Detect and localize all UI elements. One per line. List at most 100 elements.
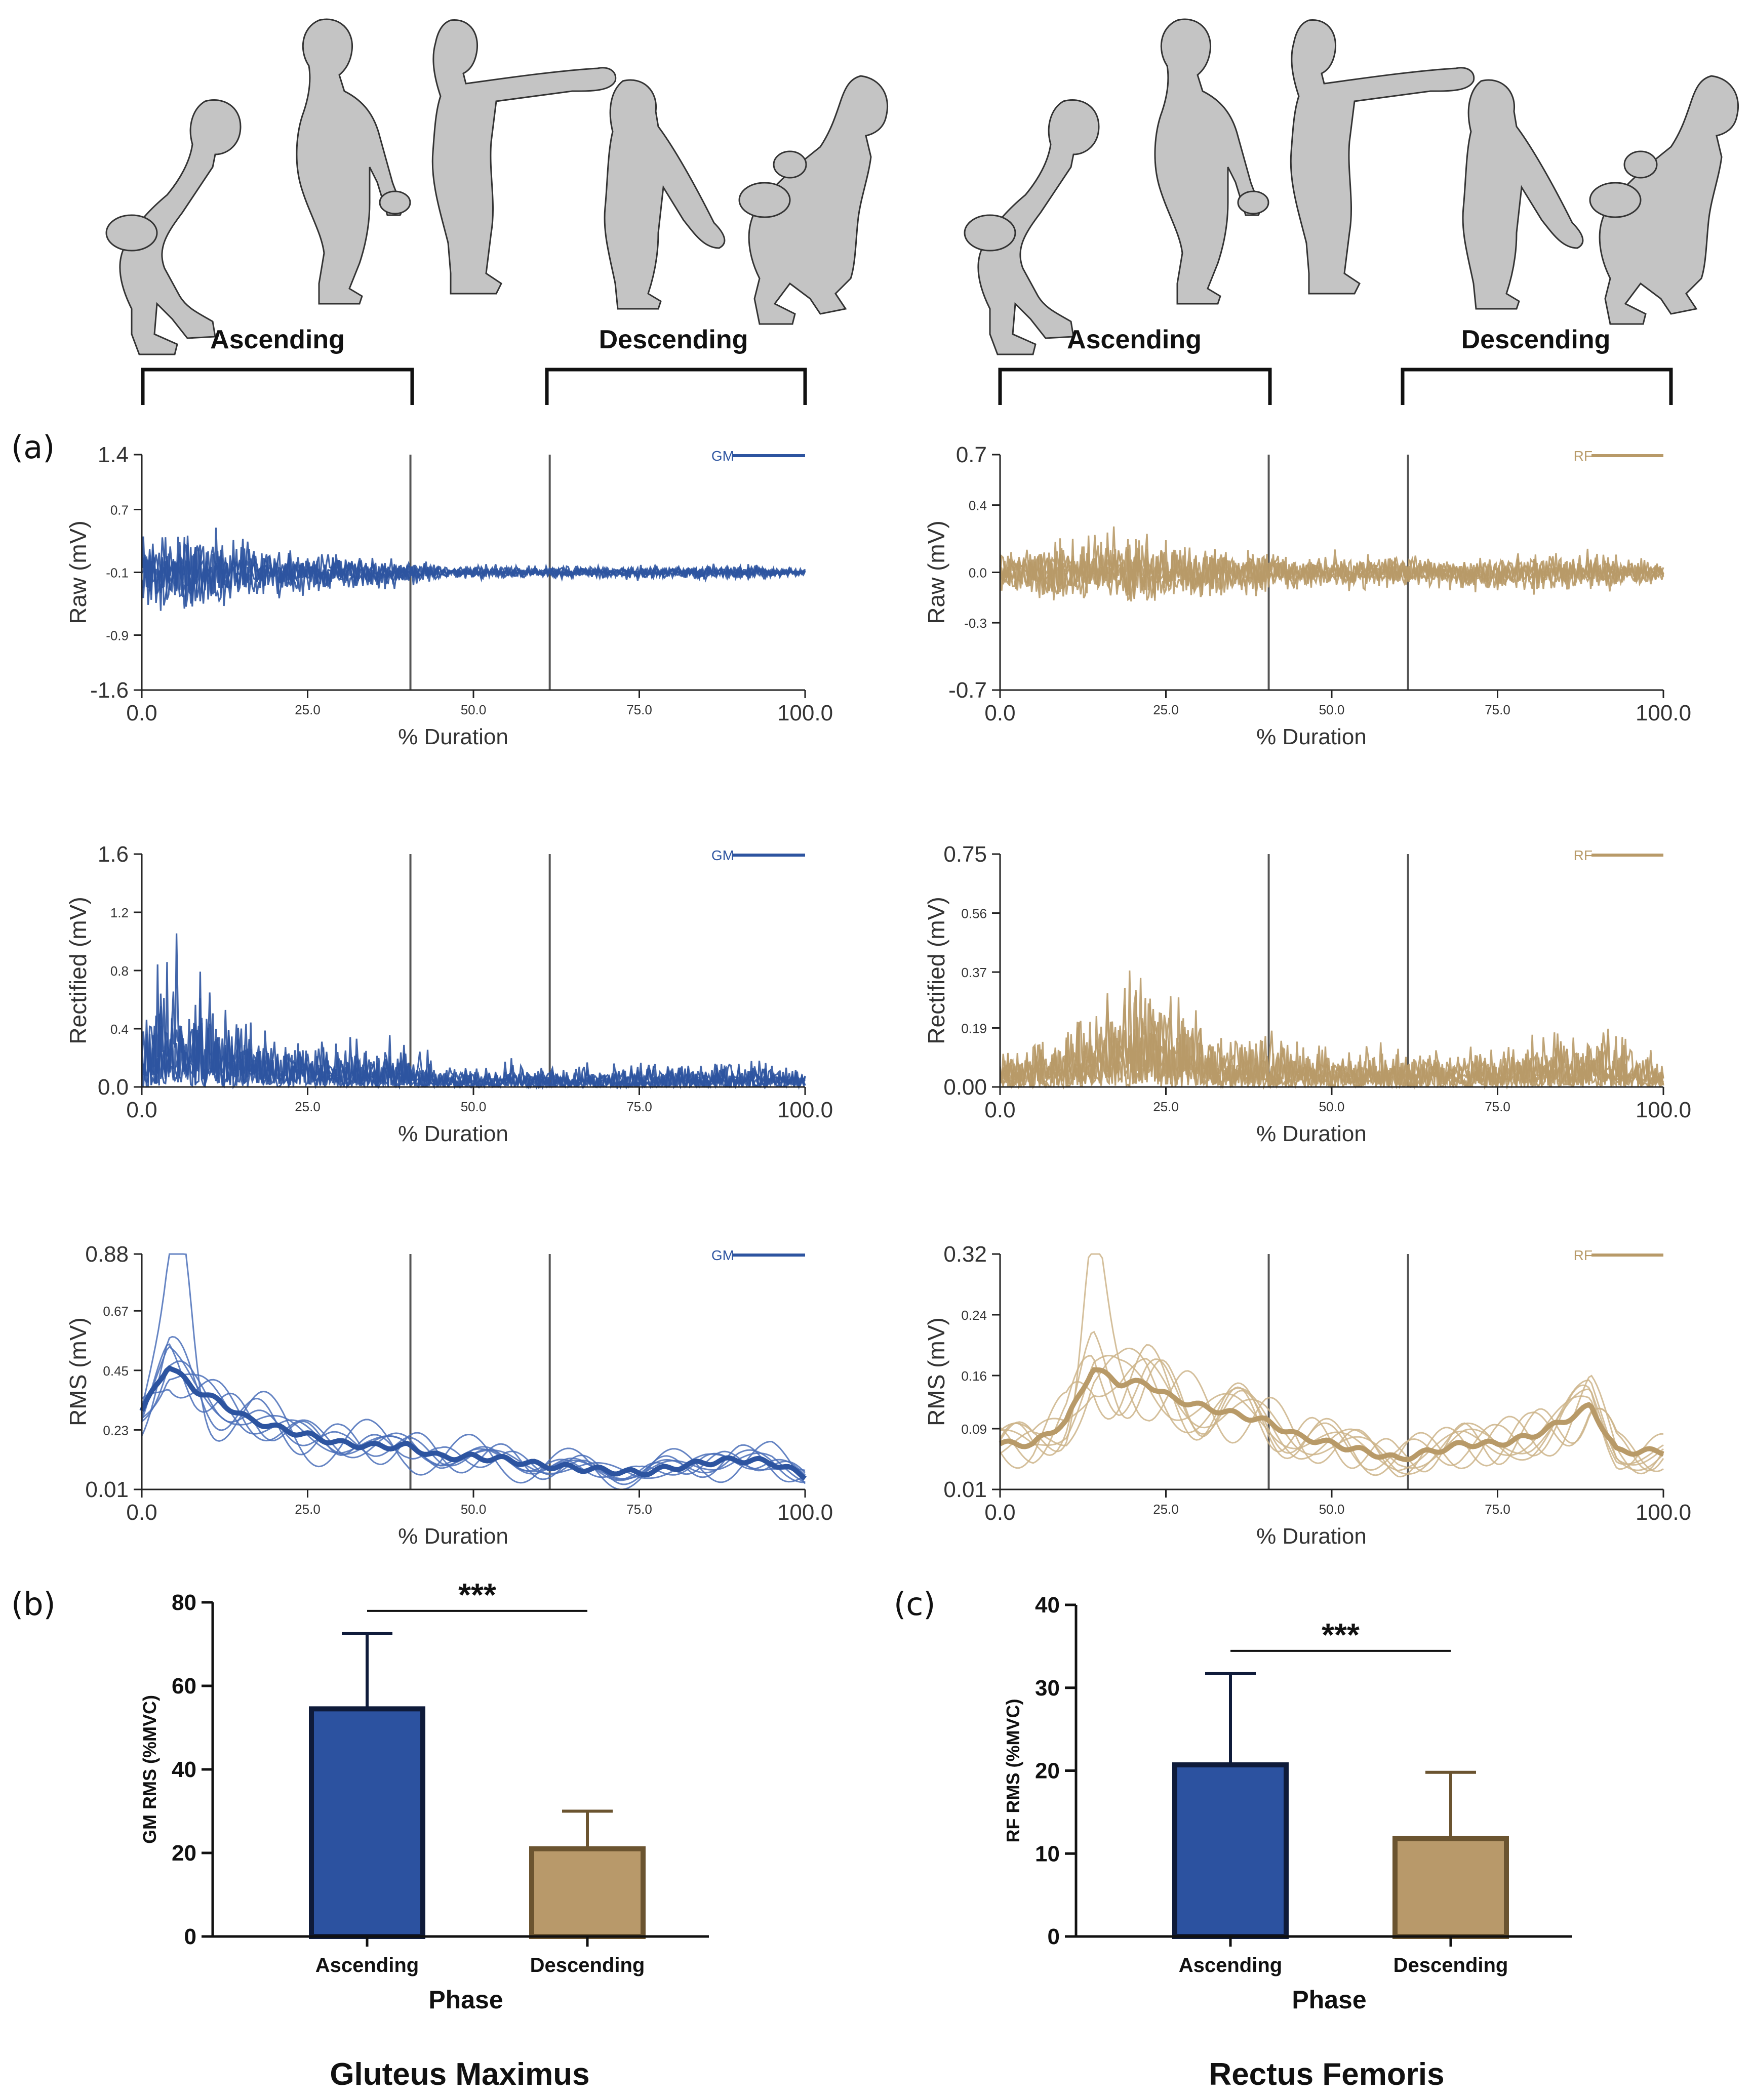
bracket-descending-rf <box>1401 368 1673 405</box>
x-tick-label: 25.0 <box>1153 702 1179 717</box>
y-axis-title: RMS (mV) <box>923 1317 949 1426</box>
silhouette-crouch-gm <box>105 99 242 355</box>
phase-headers: Ascending Descending Ascending Descendin… <box>141 325 1673 405</box>
series-group <box>999 1253 1664 1478</box>
y-tick-label: 0.0 <box>969 566 987 581</box>
y-tick-label: 20 <box>1035 1759 1060 1784</box>
x-tick-label: 25.0 <box>295 1099 321 1114</box>
rms-trial-line <box>999 1344 1664 1476</box>
series-group <box>141 528 806 611</box>
y-tick-label: 0.7 <box>956 442 987 467</box>
y-tick-label: -0.9 <box>106 628 129 643</box>
legend-label: GM <box>711 448 734 464</box>
silhouette-swing-pair-gm <box>431 19 726 310</box>
phase-label-descending-gm: Descending <box>599 325 748 354</box>
x-tick-label: 0.0 <box>984 701 1015 725</box>
legend-label: GM <box>711 847 734 863</box>
x-tick-label: 100.0 <box>1636 701 1691 725</box>
rms-trial-line <box>141 1373 806 1483</box>
x-tick-label: 50.0 <box>461 1502 487 1517</box>
chart-gm-bar: 0 20 40 60 80 Ascending Descending Phase GM RMS … <box>139 1577 709 2014</box>
legend-label: GM <box>711 1247 734 1263</box>
y-axis-title: RMS (mV) <box>65 1317 91 1426</box>
y-axis-title: Rectified (mV) <box>923 897 949 1044</box>
y-tick-label: 0.8 <box>110 963 129 979</box>
chart-gm-rms: 0.88 0.67 0.45 0.23 0.010.0 25.0 50.0 75.0 100.0… <box>65 1242 833 1549</box>
rms-trial-line <box>141 1336 806 1485</box>
phase-label-ascending-gm: Ascending <box>210 325 345 354</box>
x-axis-title: % Duration <box>398 1121 508 1146</box>
y-axis-title: Raw (mV) <box>65 520 91 624</box>
y-tick-label: 0.4 <box>110 1022 129 1037</box>
x-tick-label: 50.0 <box>1319 702 1345 717</box>
x-tick-label: 0.0 <box>984 1098 1015 1122</box>
x-axis-title: % Duration <box>398 724 508 749</box>
x-tick-label: 50.0 <box>461 1099 487 1114</box>
x-axis-title: % Duration <box>1256 1524 1367 1549</box>
x-axis-title: Phase <box>428 1986 503 2014</box>
y-tick-label: 0.0 <box>98 1075 129 1100</box>
legend-label: RF <box>1574 1247 1592 1263</box>
y-tick-label: 40 <box>172 1757 196 1782</box>
x-tick-label: 25.0 <box>295 702 321 717</box>
x-tick-label: 25.0 <box>295 1502 321 1517</box>
x-tick-label: 100.0 <box>1636 1500 1691 1525</box>
rms-trial-line <box>999 1330 1664 1473</box>
y-axis-title: Rectified (mV) <box>65 897 91 1044</box>
significance-marker: *** <box>458 1577 496 1613</box>
x-axis-title: % Duration <box>1256 724 1367 749</box>
x-tick-label: 75.0 <box>626 1502 652 1517</box>
y-tick-label: 1.6 <box>98 842 129 867</box>
rms-trial-line <box>1000 1355 1664 1472</box>
legend-label: RF <box>1574 847 1592 863</box>
rms-trial-line <box>1000 1347 1664 1475</box>
legend-label: RF <box>1574 448 1592 464</box>
kettlebell-silhouettes-gm <box>105 18 889 355</box>
x-axis-title: Phase <box>1292 1986 1366 2014</box>
silhouette-swing-pair-rf <box>1290 19 1584 310</box>
kettlebell-silhouettes-rf <box>964 18 1739 355</box>
series-group <box>139 1253 807 1490</box>
chart-rf-raw: 0.70.40.0-0.3-0.70.0 25.0 50.0 75.0 100.0% D… <box>923 442 1691 749</box>
silhouette-crouch-rf <box>964 99 1100 355</box>
x-tick-label: 75.0 <box>626 1099 652 1114</box>
chart-gm-rectified: 1.6 1.2 0.8 0.4 0.00.0 25.0 50.0 75.0 100.0 % Dur… <box>65 842 833 1146</box>
bar-descending <box>1392 1836 1509 1939</box>
bracket-ascending-rf <box>998 368 1272 405</box>
y-tick-label: 0.75 <box>943 842 987 867</box>
x-tick-label: 50.0 <box>1319 1502 1345 1517</box>
x-category-label: Ascending <box>315 1954 419 1976</box>
x-tick-label: 75.0 <box>1485 702 1510 717</box>
x-tick-label: 25.0 <box>1153 1502 1179 1517</box>
y-tick-label: -0.7 <box>948 678 987 703</box>
panel-label-a: (a) <box>11 429 55 466</box>
x-category-label: Ascending <box>1179 1954 1282 1976</box>
y-tick-label: 40 <box>1035 1593 1060 1618</box>
muscle-title-gm: Gluteus Maximus <box>330 2057 589 2092</box>
x-tick-label: 100.0 <box>777 1098 833 1122</box>
y-tick-label: 0 <box>1048 1924 1060 1949</box>
y-tick-label: 0.16 <box>961 1368 987 1384</box>
muscle-title-rf: Rectus Femoris <box>1209 2057 1444 2092</box>
x-tick-label: 100.0 <box>777 701 833 725</box>
y-tick-label: 0.37 <box>961 965 987 980</box>
chart-rf-rms: 0.32 0.24 0.16 0.09 0.010.0 25.0 50.0 75.0 100.0… <box>923 1242 1691 1549</box>
bracket-ascending-gm <box>141 368 414 405</box>
y-tick-label: 80 <box>172 1590 196 1615</box>
x-tick-label: 0.0 <box>126 1098 157 1122</box>
y-tick-label: 0.4 <box>969 498 987 513</box>
panel-label-c: (c) <box>894 1586 935 1623</box>
y-tick-label: 0.45 <box>103 1363 129 1379</box>
emg-series-line <box>141 962 806 1089</box>
silhouette-standing-gm <box>296 18 411 305</box>
y-tick-label: 0.19 <box>961 1021 987 1036</box>
silhouette-crouch-right-rf <box>1589 75 1739 325</box>
panel-label-b: (b) <box>11 1586 56 1623</box>
bar-descending <box>529 1846 646 1939</box>
y-tick-label: 0.56 <box>961 906 987 921</box>
significance-marker: *** <box>1322 1617 1360 1653</box>
x-tick-label: 0.0 <box>984 1500 1015 1525</box>
y-tick-label: 0.01 <box>85 1477 129 1502</box>
y-axis-title: Raw (mV) <box>923 520 949 624</box>
rms-mean-line <box>999 1367 1664 1463</box>
